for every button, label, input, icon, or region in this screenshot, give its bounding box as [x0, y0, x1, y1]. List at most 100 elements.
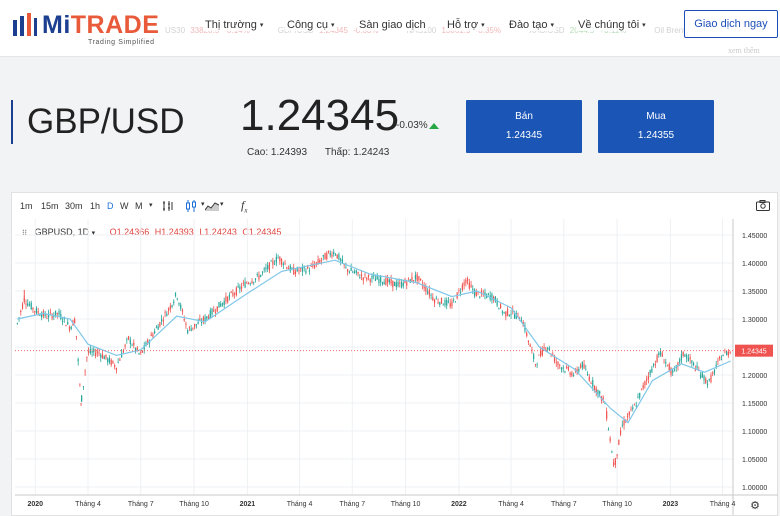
y-tick-label: 1.05000 — [742, 457, 767, 464]
candle-body — [251, 281, 253, 284]
interval-dropdown-icon[interactable]: ▾ — [149, 202, 153, 209]
candle-body — [334, 254, 337, 256]
candle-body — [369, 279, 371, 282]
candle-body — [583, 364, 585, 369]
interval-1m[interactable]: 1m — [20, 201, 33, 211]
candle-body — [619, 430, 622, 435]
camera-icon[interactable] — [756, 200, 770, 211]
area-dropdown-icon[interactable]: ▾ — [220, 201, 224, 208]
candle-body — [696, 365, 698, 369]
buy-button[interactable]: Mua 1.24355 — [598, 100, 714, 153]
candle-body — [181, 309, 184, 312]
candle-body — [465, 279, 467, 283]
legend-collapse-icon[interactable]: ⁝⁝ — [22, 228, 28, 237]
candle-body — [293, 267, 295, 275]
menu-item[interactable]: Đào tạo ▾ — [507, 19, 557, 31]
candle-body — [559, 365, 561, 367]
candle-body — [672, 370, 674, 373]
candle-body — [586, 373, 589, 376]
candle-body — [515, 313, 517, 319]
legend-symbol[interactable]: GBPUSD, 1D — [34, 227, 90, 237]
quote-accent-bar — [11, 100, 13, 144]
candle-body — [651, 368, 653, 373]
candle-body — [432, 297, 434, 301]
candle-body — [418, 276, 420, 281]
interval-w[interactable]: W — [120, 201, 129, 211]
area-icon[interactable] — [205, 201, 219, 211]
sell-button[interactable]: Bán 1.24345 — [466, 100, 582, 153]
see-more-link[interactable]: xem thêm — [728, 46, 760, 55]
candle-body — [548, 347, 550, 351]
ticker-item[interactable]: Oil Brent 82.40 +0.11% — [654, 26, 685, 35]
candle-body — [353, 271, 356, 273]
candle-body — [406, 282, 408, 286]
candle-body — [18, 317, 20, 319]
candle-body — [602, 397, 604, 400]
menu-item[interactable]: Hỗ trợ ▾ — [445, 19, 487, 31]
candle-body — [571, 372, 573, 377]
mitrade-logo[interactable]: MiTRADE Trading Simplified — [12, 10, 162, 48]
candle-body — [517, 312, 519, 314]
menu-item[interactable]: Thị trường ▾ — [203, 19, 266, 31]
candle-body — [592, 380, 594, 387]
candle-body — [169, 305, 171, 310]
candle-body — [239, 286, 241, 290]
indicator-icon[interactable] — [162, 200, 174, 212]
candle-body — [508, 314, 510, 317]
candle-body — [635, 405, 637, 407]
fx-icon[interactable]: fx — [241, 198, 248, 215]
candle-body — [121, 352, 123, 358]
candle-body — [440, 297, 443, 304]
trade-now-button[interactable]: Giao dịch ngay — [684, 10, 778, 38]
candle-body — [446, 299, 448, 306]
gear-icon[interactable]: ⚙ — [750, 500, 760, 512]
menu-item[interactable]: Sàn giao dịch — [357, 19, 428, 31]
candle-body — [209, 310, 211, 319]
candle-body — [360, 274, 363, 277]
candle-body — [416, 274, 418, 281]
candle-body — [340, 258, 342, 261]
candle-body — [77, 359, 79, 362]
interval-15m[interactable]: 15m — [41, 201, 59, 211]
chart-type-dropdown-icon[interactable]: ▾ — [201, 201, 205, 208]
candle-body — [197, 321, 199, 325]
candle-body — [336, 254, 338, 259]
high-value: 1.24393 — [270, 147, 308, 158]
candles-icon[interactable] — [185, 199, 197, 213]
candle-body — [180, 304, 182, 309]
sell-price: 1.24345 — [505, 130, 543, 141]
candle-body — [630, 408, 632, 410]
interval-d[interactable]: D — [107, 201, 114, 211]
x-tick-label: 2022 — [451, 501, 467, 508]
x-tick-label: 2023 — [663, 501, 679, 508]
interval-1h[interactable]: 1h — [90, 201, 101, 211]
candle-body — [355, 270, 357, 273]
candle-body — [256, 274, 258, 275]
menu-item[interactable]: Công cụ ▾ — [285, 19, 337, 31]
y-tick-label: 1.45000 — [742, 233, 767, 240]
candle-body — [308, 270, 310, 272]
legend-dropdown-icon[interactable]: ▾ — [91, 230, 96, 237]
candle-body — [260, 274, 262, 277]
candle-body — [677, 362, 679, 367]
candle-body — [373, 275, 375, 277]
candle-body — [451, 301, 453, 307]
candle-body — [618, 439, 620, 445]
candle-body — [649, 370, 651, 375]
candle-body — [261, 271, 264, 273]
candle-body — [599, 391, 601, 394]
candlestick-chart[interactable]: 1.450001.400001.350001.300001.250001.200… — [15, 219, 778, 515]
candle-body — [555, 362, 557, 363]
candle-body — [272, 260, 274, 265]
interval-30m[interactable]: 30m — [65, 201, 83, 211]
interval-m[interactable]: M — [135, 201, 143, 211]
logo-wordmark: MiTRADE — [42, 11, 160, 39]
candle-body — [524, 325, 526, 332]
candle-body — [49, 311, 51, 313]
candle-body — [496, 299, 498, 306]
candle-body — [646, 378, 648, 381]
candle-body — [654, 364, 656, 366]
menu-item[interactable]: Về chúng tôi ▾ — [576, 19, 648, 31]
candle-body — [701, 372, 703, 378]
candle-body — [270, 260, 272, 262]
